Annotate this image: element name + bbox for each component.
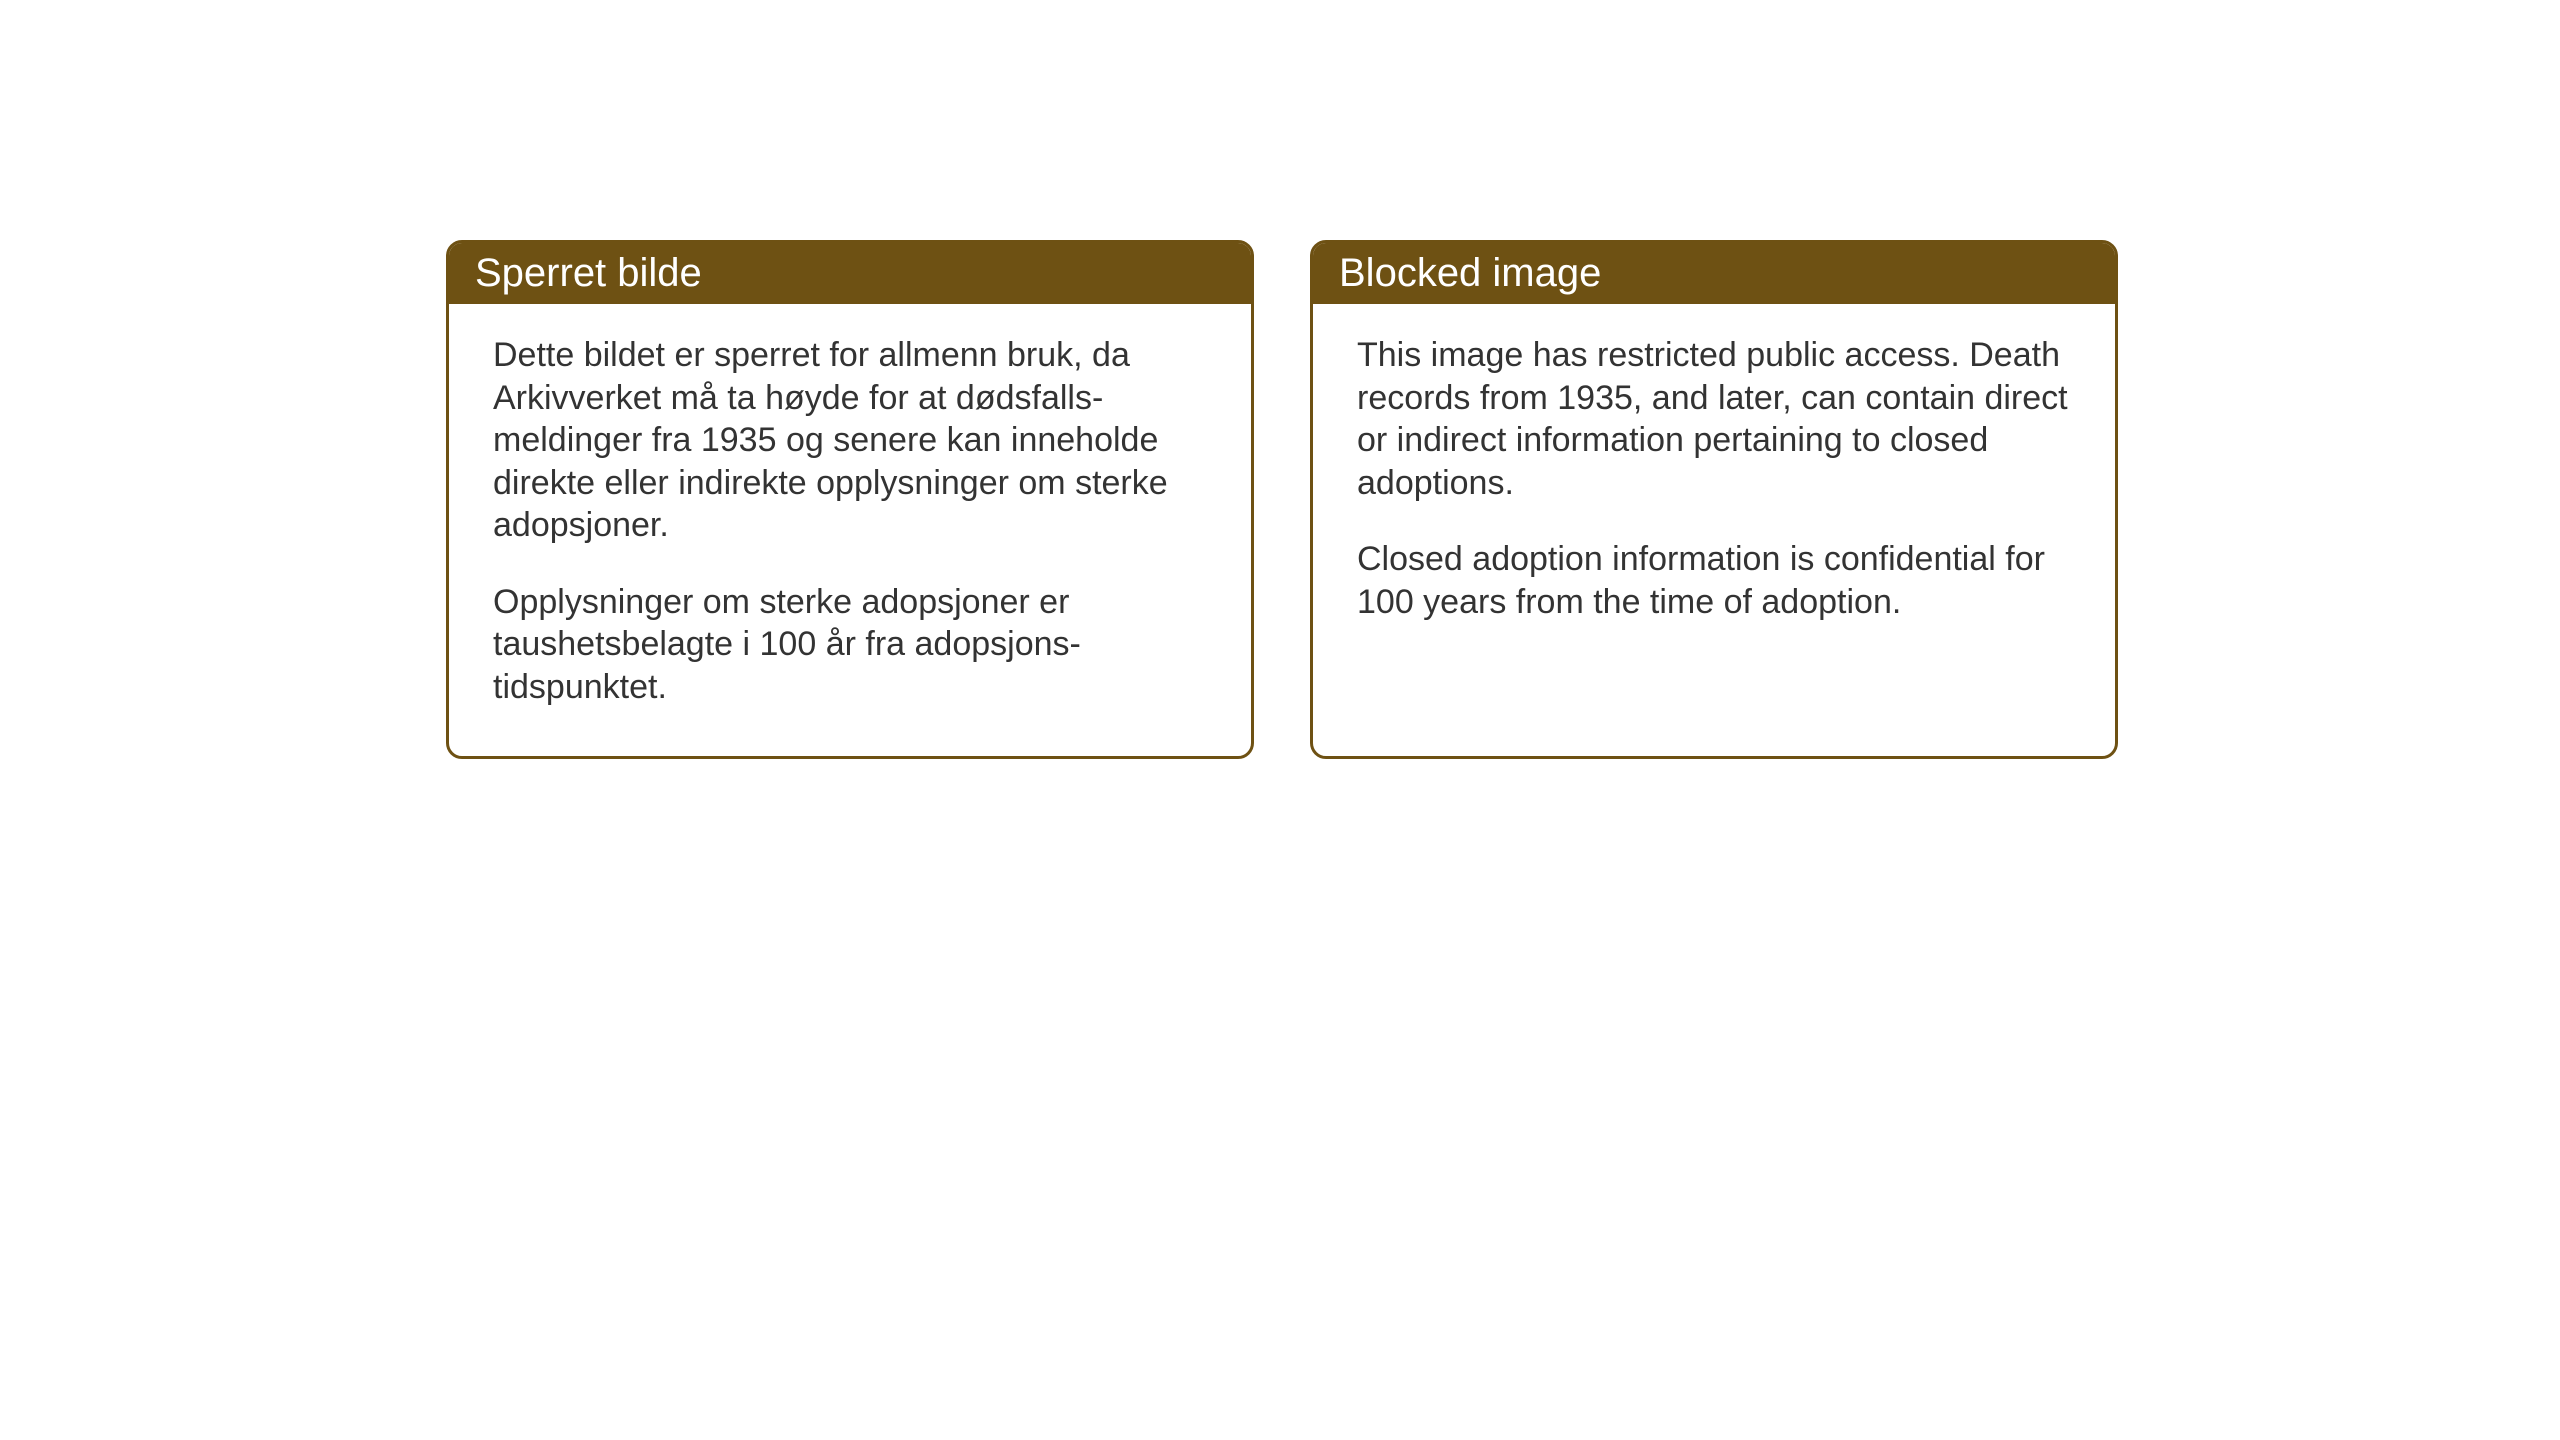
notice-card-header: Sperret bilde xyxy=(449,243,1251,304)
notice-card-english: Blocked image This image has restricted … xyxy=(1310,240,2118,759)
notice-container: Sperret bilde Dette bildet er sperret fo… xyxy=(446,240,2118,759)
notice-paragraph: Opplysninger om sterke adopsjoner er tau… xyxy=(493,581,1207,709)
notice-paragraph: This image has restricted public access.… xyxy=(1357,334,2071,504)
notice-paragraph: Closed adoption information is confident… xyxy=(1357,538,2071,623)
notice-paragraph: Dette bildet er sperret for allmenn bruk… xyxy=(493,334,1207,547)
notice-card-header: Blocked image xyxy=(1313,243,2115,304)
notice-title: Blocked image xyxy=(1339,251,1601,295)
notice-card-body: This image has restricted public access.… xyxy=(1313,304,2115,671)
notice-title: Sperret bilde xyxy=(475,251,702,295)
notice-card-body: Dette bildet er sperret for allmenn bruk… xyxy=(449,304,1251,756)
notice-card-norwegian: Sperret bilde Dette bildet er sperret fo… xyxy=(446,240,1254,759)
